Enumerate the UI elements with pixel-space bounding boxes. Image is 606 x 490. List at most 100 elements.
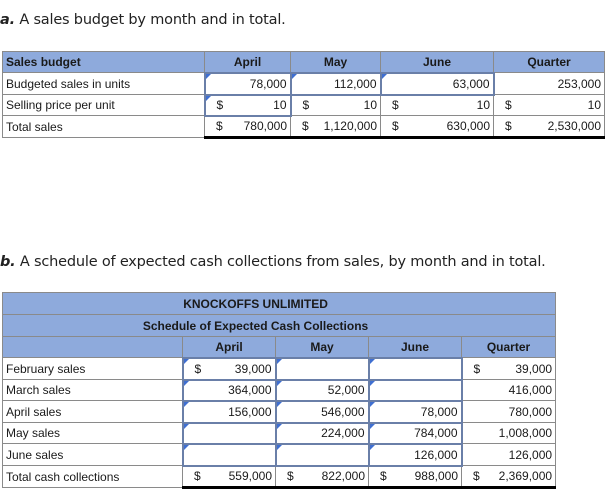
table-row: Budgeted sales in units 78,000 112,000 6… — [2, 71, 605, 96]
cell-value: 52,000 — [327, 383, 365, 397]
col-april: April — [182, 336, 276, 358]
row-label: Budgeted sales in units — [2, 72, 205, 95]
mar-april-input[interactable]: 364,000 — [181, 378, 277, 402]
total-sales-june: $630,000 — [380, 115, 494, 139]
schedule-title: Schedule of Expected Cash Collections — [1, 314, 557, 337]
mar-may-input[interactable]: 52,000 — [274, 378, 370, 402]
apr-may-input[interactable]: 546,000 — [274, 399, 370, 424]
currency-symbol: $ — [302, 98, 310, 113]
row-label: Total cash collections — [2, 465, 183, 488]
cash-collections-table: KNOCKOFFS UNLIMITED Schedule of Expected… — [1, 292, 557, 489]
cell-value: 126,000 — [414, 447, 458, 462]
currency-symbol: $ — [505, 119, 512, 133]
table-row: May sales 224,000 784,000 1,008,000 — [2, 421, 557, 445]
row-label: February sales — [2, 357, 183, 380]
cell-value: 156,000 — [228, 404, 272, 419]
part-b-label: b. — [0, 254, 16, 270]
cell-value: 780,000 — [508, 404, 553, 419]
total-april: $559,000 — [182, 465, 276, 489]
may-june-input[interactable]: 784,000 — [367, 421, 463, 445]
cell-value: 10 — [273, 98, 287, 112]
table-row: Total cash collections $559,000 $822,000… — [2, 465, 557, 489]
cell-value: 2,369,000 — [498, 469, 553, 483]
apr-june-input[interactable]: 78,000 — [367, 399, 463, 424]
cell-value: 10 — [363, 98, 377, 113]
currency-symbol: $ — [287, 469, 294, 484]
jun-quarter: 126,000 — [460, 443, 557, 466]
price-june: $10 — [380, 94, 494, 116]
mar-june-input[interactable] — [367, 378, 463, 402]
col-quarter: Quarter — [460, 336, 557, 358]
company-name: KNOCKOFFS UNLIMITED — [1, 292, 557, 315]
feb-june-input[interactable] — [367, 356, 463, 381]
jun-may-input[interactable] — [274, 442, 370, 467]
currency-symbol: $ — [473, 469, 480, 483]
may-quarter: 1,008,000 — [460, 422, 557, 444]
units-april-input[interactable]: 78,000 — [203, 71, 292, 96]
row-label: Total sales — [2, 115, 205, 138]
currency-symbol: $ — [505, 98, 512, 112]
cell-value: 126,000 — [508, 447, 553, 462]
currency-symbol: $ — [194, 361, 202, 376]
part-a-heading: a. A sales budget by month and in total. — [0, 12, 286, 28]
table-row: Selling price per unit $10 $10 $10 $10 — [2, 93, 605, 117]
apr-april-input[interactable]: 156,000 — [181, 399, 277, 424]
currency-symbol: $ — [392, 119, 399, 133]
cell-value: 63,000 — [452, 76, 490, 91]
row-label: April sales — [2, 400, 183, 423]
col-quarter: Quarter — [493, 51, 605, 73]
cell-value: 1,120,000 — [323, 119, 377, 133]
cell-value: 39,000 — [234, 361, 272, 376]
col-june: June — [380, 51, 494, 73]
total-sales-may: $1,120,000 — [290, 115, 381, 139]
row-label: Selling price per unit — [2, 94, 205, 116]
row-label: March sales — [2, 379, 183, 401]
part-b-heading-text: A schedule of expected cash collections … — [19, 254, 546, 270]
total-june: $988,000 — [368, 465, 462, 489]
currency-symbol: $ — [302, 119, 309, 133]
table-row: March sales 364,000 52,000 416,000 — [2, 378, 557, 402]
cell-value: 10 — [587, 98, 601, 112]
table-row: June sales 126,000 126,000 — [2, 442, 557, 467]
may-april-input[interactable] — [181, 421, 277, 445]
may-may-input[interactable]: 224,000 — [274, 421, 370, 445]
currency-symbol: $ — [216, 98, 224, 112]
cell-value: 78,000 — [420, 404, 458, 419]
cell-value: 224,000 — [321, 426, 365, 440]
units-quarter: 253,000 — [493, 72, 605, 95]
price-april-input[interactable]: $10 — [203, 93, 292, 117]
part-a-heading-text: A sales budget by month and in total. — [19, 12, 286, 28]
cell-value: 78,000 — [249, 76, 287, 91]
total-may: $822,000 — [275, 465, 369, 489]
row-label: June sales — [2, 443, 183, 466]
cell-value: 112,000 — [334, 76, 377, 91]
cell-value: 253,000 — [557, 76, 601, 91]
cell-value: 364,000 — [228, 383, 272, 397]
units-june-input[interactable]: 63,000 — [379, 71, 495, 96]
feb-may-input[interactable] — [274, 356, 370, 381]
price-quarter: $10 — [493, 94, 605, 116]
mar-quarter: 416,000 — [460, 379, 557, 401]
sales-budget-table: Sales budget April May June Quarter Budg… — [2, 51, 605, 139]
feb-quarter: $39,000 — [460, 357, 557, 380]
jun-june-input[interactable]: 126,000 — [367, 442, 463, 467]
cell-value: 630,000 — [446, 119, 490, 133]
total-sales-april: $780,000 — [204, 115, 291, 139]
jun-april-input[interactable] — [181, 442, 277, 467]
feb-april-input[interactable]: $39,000 — [181, 356, 277, 381]
part-b-heading: b. A schedule of expected cash collectio… — [0, 254, 546, 270]
sales-budget-title: Sales budget — [2, 51, 205, 73]
cell-value: 988,000 — [414, 469, 458, 484]
cell-value: 39,000 — [515, 361, 553, 376]
header-blank — [2, 336, 183, 358]
cell-value: 784,000 — [414, 426, 458, 440]
cell-value: 1,008,000 — [498, 426, 553, 440]
cell-value: 780,000 — [243, 119, 287, 134]
cell-value: 546,000 — [321, 404, 365, 419]
units-may-input[interactable]: 112,000 — [289, 71, 382, 96]
currency-symbol: $ — [216, 119, 223, 134]
table-row: April sales 156,000 546,000 78,000 780,0… — [2, 399, 557, 424]
table-row: February sales $39,000 $39,000 — [2, 356, 557, 381]
cell-value: 559,000 — [228, 469, 272, 484]
cell-value: 822,000 — [321, 469, 365, 484]
